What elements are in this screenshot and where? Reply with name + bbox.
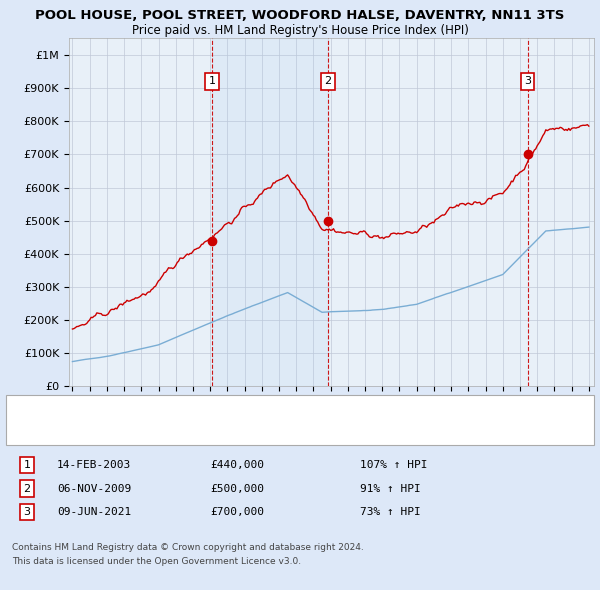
Text: 91% ↑ HPI: 91% ↑ HPI xyxy=(360,484,421,493)
Text: £700,000: £700,000 xyxy=(210,507,264,517)
Text: 107% ↑ HPI: 107% ↑ HPI xyxy=(360,460,427,470)
Text: 09-JUN-2021: 09-JUN-2021 xyxy=(57,507,131,517)
Text: ———: ——— xyxy=(18,425,59,439)
Text: 73% ↑ HPI: 73% ↑ HPI xyxy=(360,507,421,517)
Text: 2: 2 xyxy=(325,77,332,87)
Text: 06-NOV-2009: 06-NOV-2009 xyxy=(57,484,131,493)
Text: HPI: Average price, detached house, West Northamptonshire: HPI: Average price, detached house, West… xyxy=(51,427,368,437)
Text: POOL HOUSE, POOL STREET, WOODFORD HALSE, DAVENTRY, NN11 3TS: POOL HOUSE, POOL STREET, WOODFORD HALSE,… xyxy=(35,9,565,22)
Bar xyxy=(212,38,328,386)
Text: 3: 3 xyxy=(23,507,31,517)
Text: Price paid vs. HM Land Registry's House Price Index (HPI): Price paid vs. HM Land Registry's House … xyxy=(131,24,469,37)
Text: 3: 3 xyxy=(524,77,531,87)
Text: 2: 2 xyxy=(23,484,31,493)
Text: ———: ——— xyxy=(18,406,59,420)
Text: 1: 1 xyxy=(23,460,31,470)
Text: 1: 1 xyxy=(209,77,216,87)
Text: £440,000: £440,000 xyxy=(210,460,264,470)
Text: 14-FEB-2003: 14-FEB-2003 xyxy=(57,460,131,470)
Text: Contains HM Land Registry data © Crown copyright and database right 2024.: Contains HM Land Registry data © Crown c… xyxy=(12,543,364,552)
Text: £500,000: £500,000 xyxy=(210,484,264,493)
Text: POOL HOUSE, POOL STREET, WOODFORD HALSE, DAVENTRY, NN11 3TS (detached hous: POOL HOUSE, POOL STREET, WOODFORD HALSE,… xyxy=(51,408,509,418)
Text: This data is licensed under the Open Government Licence v3.0.: This data is licensed under the Open Gov… xyxy=(12,558,301,566)
